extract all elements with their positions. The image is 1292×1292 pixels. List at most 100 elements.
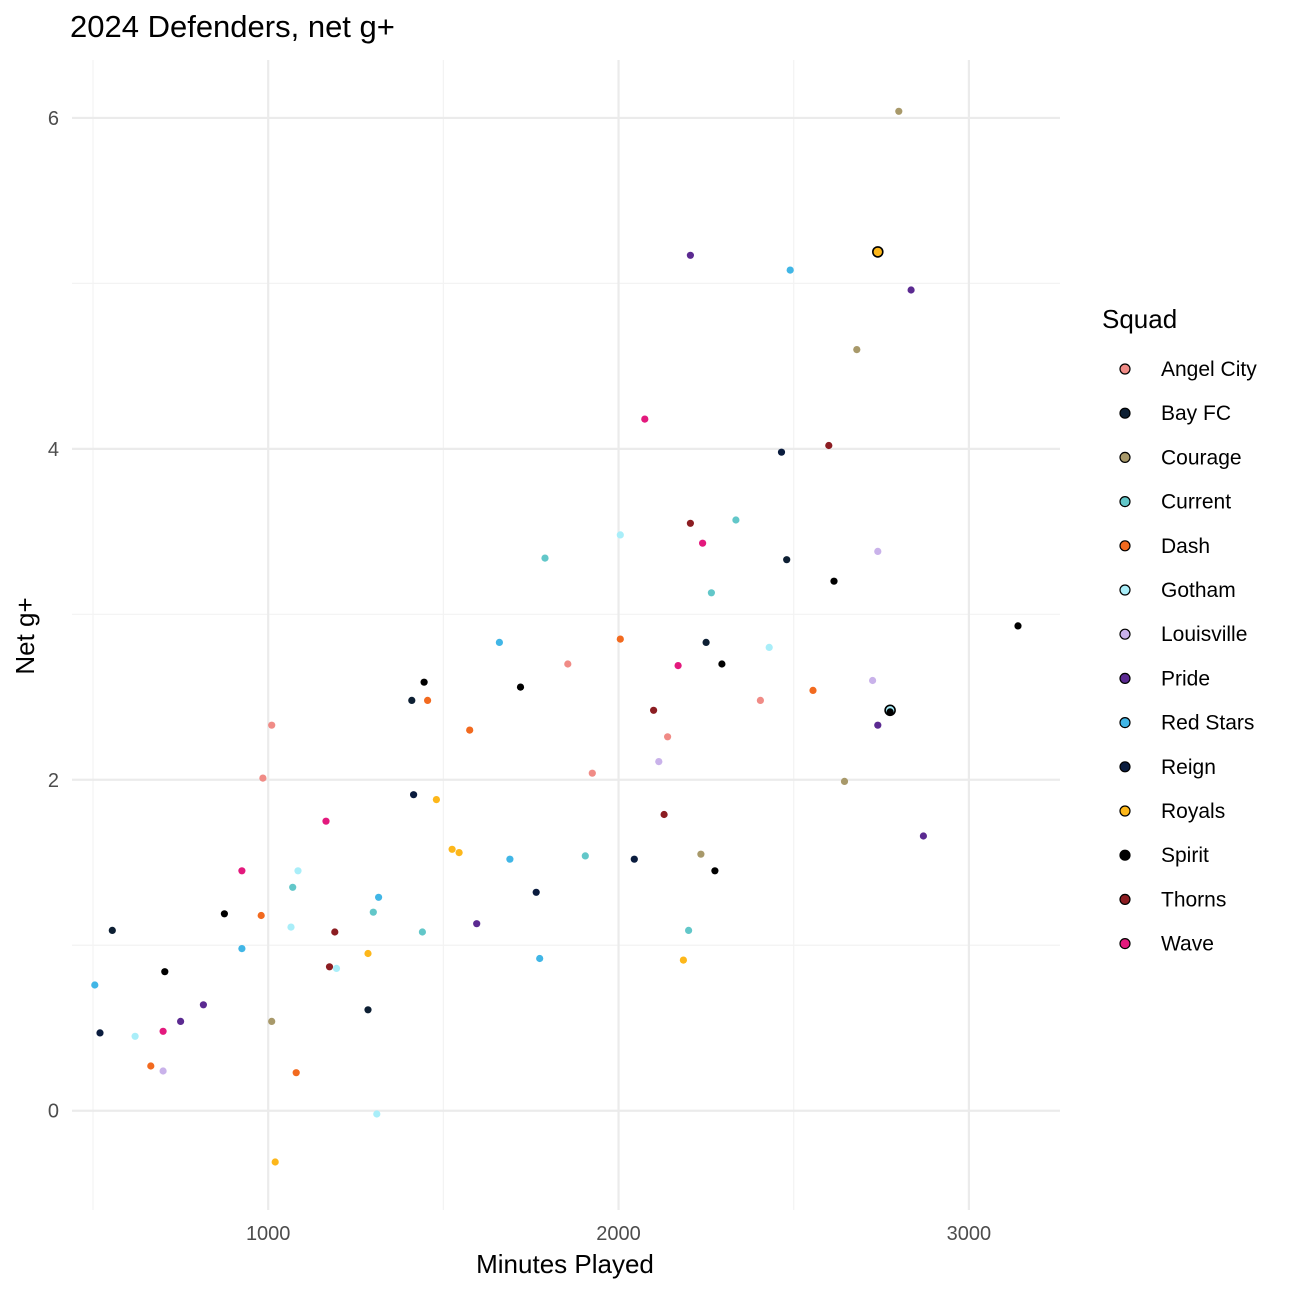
data-point (322, 817, 330, 825)
x-tick-label: 1000 (246, 1223, 291, 1245)
data-point (711, 867, 719, 875)
legend-label: Wave (1161, 933, 1214, 956)
data-point (199, 1001, 207, 1009)
data-point (289, 883, 297, 891)
data-point (536, 954, 544, 963)
data-point (616, 531, 624, 539)
legend-key (1119, 407, 1131, 419)
data-point (418, 928, 426, 936)
data-point (131, 1032, 139, 1040)
legend-key (1119, 584, 1131, 596)
data-point (718, 660, 726, 668)
legend-label: Royals (1161, 800, 1225, 823)
data-point (809, 686, 817, 695)
data-point (756, 696, 765, 705)
data-point (448, 845, 456, 853)
legend-items: Angel City Bay FC Courage Current Dash Gotham… (1119, 358, 1257, 956)
data-point (420, 678, 428, 686)
legend-key (1119, 540, 1131, 552)
data-point (840, 777, 849, 786)
legend-label: Spirit (1161, 844, 1209, 867)
data-point (650, 706, 658, 714)
legend-key (1119, 496, 1131, 508)
x-tick-labels: 1000 2000 3000 (246, 1223, 991, 1245)
data-point (886, 708, 894, 716)
x-tick-label: 2000 (596, 1223, 641, 1245)
data-point (159, 1067, 167, 1075)
data-point (410, 791, 418, 799)
data-point (853, 346, 861, 354)
chart-title: 2024 Defenders, net g+ (70, 9, 395, 44)
data-point (777, 448, 786, 456)
legend-key (1119, 363, 1131, 375)
data-point (874, 721, 882, 729)
data-point (685, 926, 693, 935)
legend-title: Squad (1102, 304, 1177, 334)
data-point (674, 662, 682, 670)
data-point (259, 774, 267, 782)
data-point (702, 638, 710, 647)
data-point (332, 964, 341, 973)
data-point (369, 908, 377, 916)
data-point (516, 683, 525, 691)
data-point (1014, 622, 1022, 630)
y-tick-label: 4 (48, 439, 59, 461)
data-point (907, 286, 915, 294)
data-point (874, 547, 882, 556)
legend-key (1119, 672, 1131, 685)
data-point (686, 519, 695, 527)
grid-lines (72, 60, 1060, 1210)
data-point (108, 926, 116, 935)
data-point (871, 246, 884, 258)
legend-label: Gotham (1161, 579, 1236, 602)
data-point (238, 867, 246, 875)
data-point (664, 733, 672, 741)
legend-label: Louisville (1161, 623, 1247, 646)
data-point (91, 981, 99, 989)
data-point (268, 721, 276, 729)
data-point (177, 1017, 185, 1025)
data-point (697, 850, 705, 858)
data-point (373, 1110, 381, 1118)
legend-key (1119, 761, 1131, 773)
data-point (220, 910, 228, 918)
data-point (331, 928, 339, 936)
data-point (630, 855, 638, 863)
data-point (466, 726, 474, 734)
data-point (268, 1017, 276, 1025)
legend-label: Bay FC (1161, 402, 1231, 425)
data-point (616, 635, 624, 643)
data-point (364, 949, 372, 958)
y-tick-label: 2 (48, 770, 59, 792)
y-axis-title: Net g+ (10, 597, 40, 674)
data-point (707, 589, 716, 597)
legend-label: Red Stars (1161, 712, 1254, 735)
legend-label: Thorns (1161, 888, 1226, 911)
data-point (686, 251, 695, 259)
data-point (159, 1027, 167, 1035)
data-point (660, 810, 668, 819)
legend-key (1119, 805, 1131, 817)
data-point (588, 769, 596, 777)
data-point (919, 832, 928, 840)
data-point (495, 638, 503, 647)
data-point (238, 945, 246, 953)
data-point (699, 539, 707, 547)
data-point (364, 1006, 372, 1014)
data-point (783, 556, 791, 564)
data-point (869, 676, 877, 685)
data-point (679, 956, 688, 964)
data-point (96, 1029, 104, 1037)
legend: Squad Angel City Bay FC Courage Current Dash… (1102, 304, 1257, 956)
data-point (271, 1158, 279, 1166)
data-point (532, 888, 540, 896)
data-point (655, 758, 663, 766)
data-point (455, 849, 463, 857)
data-point (473, 920, 481, 928)
data-point (161, 968, 169, 976)
data-point (825, 441, 833, 450)
data-point (786, 266, 794, 274)
legend-label: Current (1161, 491, 1231, 514)
data-point (581, 852, 589, 860)
